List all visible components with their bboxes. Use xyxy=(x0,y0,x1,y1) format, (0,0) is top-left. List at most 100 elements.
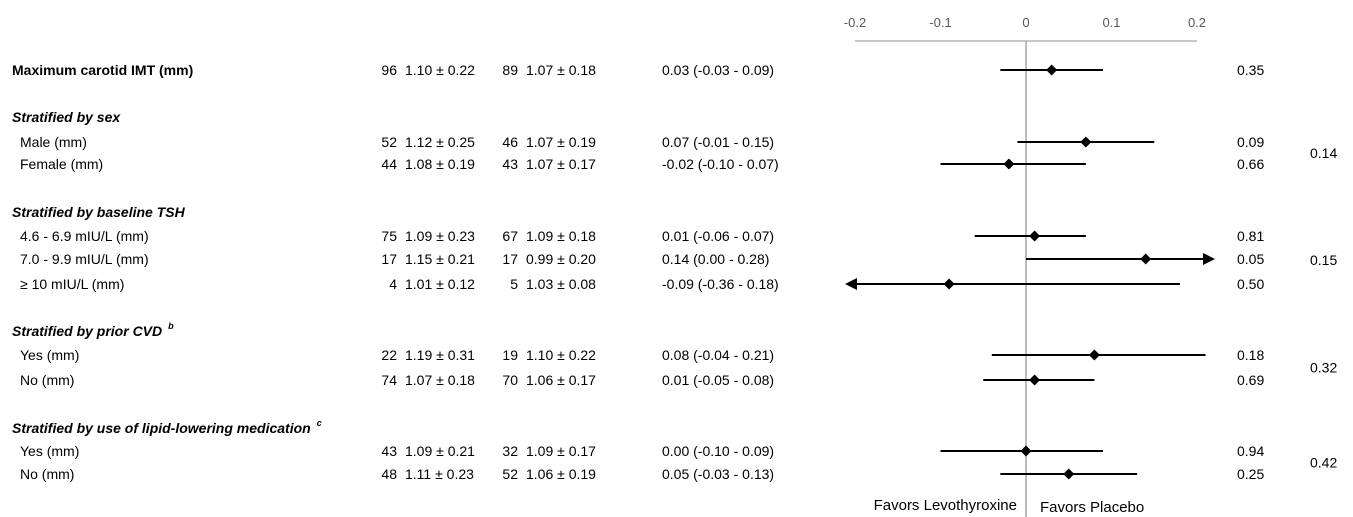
row-label: Female (mm) xyxy=(20,156,103,172)
row-label: ≥ 10 mIU/L (mm) xyxy=(20,276,124,292)
p-value: 0.18 xyxy=(1237,347,1264,363)
subgroup-header: Stratified by prior CVD b xyxy=(12,321,174,339)
subgroup-header: Stratified by baseline TSH xyxy=(12,204,186,220)
row-label: 4.6 - 6.9 mIU/L (mm) xyxy=(20,228,149,244)
levothyroxine-mean-sd: 1.12 ± 0.25 xyxy=(405,134,475,150)
levothyroxine-n: 48 xyxy=(381,466,397,482)
footer-group: Favors Levothyroxine Favors Placebo xyxy=(874,497,1145,516)
difference-ci-text: 0.00 (-0.10 - 0.09) xyxy=(662,443,774,459)
placebo-n: 46 xyxy=(502,134,518,150)
difference-ci-text: 0.03 (-0.03 - 0.09) xyxy=(662,62,774,78)
row-label: No (mm) xyxy=(20,466,74,482)
placebo-n: 89 xyxy=(502,62,518,78)
placebo-mean-sd: 1.06 ± 0.17 xyxy=(526,372,596,388)
placebo-n: 52 xyxy=(502,466,518,482)
levothyroxine-n: 75 xyxy=(381,228,397,244)
placebo-n: 17 xyxy=(502,251,518,267)
point-estimate-marker xyxy=(1140,253,1152,265)
point-estimate-marker xyxy=(943,278,955,290)
placebo-mean-sd: 1.09 ± 0.17 xyxy=(526,443,596,459)
axis-tick-label: 0 xyxy=(1022,15,1029,30)
levothyroxine-n: 74 xyxy=(381,372,397,388)
levothyroxine-n: 52 xyxy=(381,134,397,150)
axis-tick-label: 0.1 xyxy=(1102,15,1120,30)
placebo-mean-sd: 1.10 ± 0.22 xyxy=(526,347,596,363)
footer-label-right: Favors Placebo xyxy=(1040,499,1144,516)
axis-tick-label: -0.2 xyxy=(844,15,866,30)
levothyroxine-mean-sd: 1.08 ± 0.19 xyxy=(405,156,475,172)
placebo-mean-sd: 1.09 ± 0.18 xyxy=(526,228,596,244)
interaction-p-value: 0.15 xyxy=(1310,252,1337,268)
placebo-n: 5 xyxy=(510,276,518,292)
levothyroxine-n: 17 xyxy=(381,251,397,267)
point-estimate-marker xyxy=(1029,230,1041,242)
point-estimate-marker xyxy=(1020,445,1032,457)
levothyroxine-mean-sd: 1.09 ± 0.23 xyxy=(405,228,475,244)
p-value: 0.66 xyxy=(1237,156,1264,172)
ci-arrow-right xyxy=(1203,253,1215,265)
row-label: Male (mm) xyxy=(20,134,87,150)
levothyroxine-n: 43 xyxy=(381,443,397,459)
row-label: 7.0 - 9.9 mIU/L (mm) xyxy=(20,251,149,267)
p-value: 0.81 xyxy=(1237,228,1264,244)
levothyroxine-n: 22 xyxy=(381,347,397,363)
point-estimate-marker xyxy=(1029,374,1041,386)
footer-label-left: Favors Levothyroxine xyxy=(874,497,1017,514)
levothyroxine-n: 44 xyxy=(381,156,397,172)
difference-ci-text: 0.01 (-0.05 - 0.08) xyxy=(662,372,774,388)
levothyroxine-mean-sd: 1.15 ± 0.21 xyxy=(405,251,475,267)
subgroup-header: Stratified by use of lipid-lowering medi… xyxy=(12,418,322,436)
p-value: 0.35 xyxy=(1237,62,1264,78)
point-estimate-marker xyxy=(1046,64,1058,76)
levothyroxine-n: 96 xyxy=(381,62,397,78)
marks-group xyxy=(845,64,1215,480)
difference-ci-text: 0.07 (-0.01 - 0.15) xyxy=(662,134,774,150)
difference-ci-text: -0.09 (-0.36 - 0.18) xyxy=(662,276,779,292)
p-value: 0.05 xyxy=(1237,251,1264,267)
placebo-n: 32 xyxy=(502,443,518,459)
point-estimate-marker xyxy=(1063,468,1075,480)
point-estimate-marker xyxy=(1080,136,1092,148)
difference-ci-text: 0.01 (-0.06 - 0.07) xyxy=(662,228,774,244)
placebo-mean-sd: 0.99 ± 0.20 xyxy=(526,251,596,267)
difference-ci-text: -0.02 (-0.10 - 0.07) xyxy=(662,156,779,172)
placebo-mean-sd: 1.07 ± 0.18 xyxy=(526,62,596,78)
levothyroxine-mean-sd: 1.10 ± 0.22 xyxy=(405,62,475,78)
p-value: 0.25 xyxy=(1237,466,1264,482)
interaction-p-value: 0.42 xyxy=(1310,455,1337,471)
difference-ci-text: 0.08 (-0.04 - 0.21) xyxy=(662,347,774,363)
axis-tick-label: 0.2 xyxy=(1188,15,1206,30)
difference-ci-text: 0.05 (-0.03 - 0.13) xyxy=(662,466,774,482)
placebo-n: 19 xyxy=(502,347,518,363)
placebo-n: 67 xyxy=(502,228,518,244)
levothyroxine-mean-sd: 1.19 ± 0.31 xyxy=(405,347,475,363)
levothyroxine-mean-sd: 1.11 ± 0.23 xyxy=(405,466,474,482)
point-estimate-marker xyxy=(1003,158,1015,170)
difference-ci-text: 0.14 (0.00 - 0.28) xyxy=(662,251,769,267)
p-value: 0.50 xyxy=(1237,276,1264,292)
rows-group: Maximum carotid IMT (mm) 96 1.10 ± 0.22 89 1… xyxy=(12,62,1337,482)
row-label: No (mm) xyxy=(20,372,74,388)
p-value: 0.09 xyxy=(1237,134,1264,150)
levothyroxine-mean-sd: 1.07 ± 0.18 xyxy=(405,372,475,388)
levothyroxine-n: 4 xyxy=(389,276,397,292)
p-value: 0.69 xyxy=(1237,372,1264,388)
footnote-marker: b xyxy=(168,321,174,331)
row-label: Maximum carotid IMT (mm) xyxy=(12,62,193,78)
point-estimate-marker xyxy=(1088,349,1100,361)
axis-tick-label: -0.1 xyxy=(929,15,951,30)
levothyroxine-mean-sd: 1.01 ± 0.12 xyxy=(405,276,475,292)
levothyroxine-mean-sd: 1.09 ± 0.21 xyxy=(405,443,475,459)
subgroup-header: Stratified by sex xyxy=(12,109,121,125)
axis-group: -0.2 -0.1 0 0.1 0.2 xyxy=(844,15,1206,517)
placebo-mean-sd: 1.07 ± 0.19 xyxy=(526,134,596,150)
footnote-marker: c xyxy=(317,418,322,428)
row-label: Yes (mm) xyxy=(20,347,79,363)
placebo-n: 70 xyxy=(502,372,518,388)
interaction-p-value: 0.32 xyxy=(1310,360,1337,376)
placebo-n: 43 xyxy=(502,156,518,172)
placebo-mean-sd: 1.07 ± 0.17 xyxy=(526,156,596,172)
row-label: Yes (mm) xyxy=(20,443,79,459)
p-value: 0.94 xyxy=(1237,443,1264,459)
